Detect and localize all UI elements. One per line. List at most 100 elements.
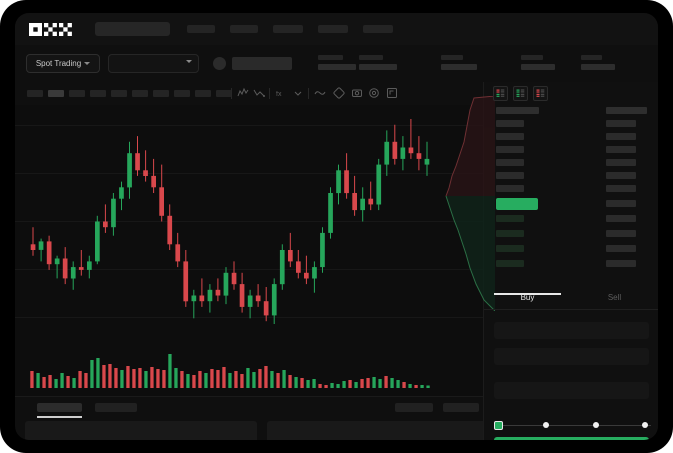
- timeframe-button-7[interactable]: [153, 90, 169, 97]
- timeframe-button-8[interactable]: [174, 90, 190, 97]
- slider-handle[interactable]: [494, 421, 503, 430]
- nav-item-2[interactable]: [230, 25, 258, 33]
- orders-tab-2[interactable]: [95, 403, 137, 412]
- volume-chart: [15, 338, 483, 396]
- tab-buy[interactable]: Buy: [484, 293, 571, 302]
- slider-step-dot[interactable]: [593, 422, 599, 428]
- nav-item-3[interactable]: [273, 25, 303, 33]
- pair-avatar: [213, 57, 226, 70]
- tab-sell[interactable]: Sell: [571, 293, 658, 302]
- nav-item-4[interactable]: [318, 25, 348, 33]
- orderbook-mode-asks-icon[interactable]: [533, 86, 548, 101]
- timeframe-button-5[interactable]: [111, 90, 127, 97]
- orderbook-ask-row[interactable]: [496, 172, 524, 179]
- candlestick-series: [30, 119, 430, 324]
- orderbook-row-right[interactable]: [606, 230, 636, 237]
- order-form-tabs: Buy Sell: [484, 287, 658, 310]
- orderbook-row-right[interactable]: [606, 146, 636, 153]
- stat-label: [521, 55, 543, 60]
- fullscreen-icon[interactable]: [386, 87, 398, 99]
- orders-tab-1[interactable]: [37, 403, 82, 412]
- order-amount-slider[interactable]: [494, 421, 651, 430]
- chart-toolbar: fx: [15, 82, 483, 106]
- orderbook-row-right[interactable]: [606, 133, 636, 140]
- timeframe-button-9[interactable]: [195, 90, 211, 97]
- grid-line: [15, 125, 483, 126]
- orderbook-bid-row[interactable]: [496, 245, 524, 252]
- trading-mode-selector[interactable]: Spot Trading: [26, 54, 100, 73]
- orderbook-row-right[interactable]: [606, 185, 636, 192]
- orderbook-bid-row[interactable]: [496, 215, 524, 222]
- stat-label: [318, 55, 343, 60]
- okx-logo[interactable]: [29, 23, 73, 36]
- orderbook-bid-row[interactable]: [496, 260, 524, 267]
- orderbook-row-right[interactable]: [606, 172, 636, 179]
- top-navigation-bar: [15, 13, 658, 45]
- orderbook-ask-row[interactable]: [496, 133, 524, 140]
- orderbook-panel: Buy Sell: [445, 82, 658, 440]
- slider-step-dot[interactable]: [543, 422, 549, 428]
- nav-item-5[interactable]: [363, 25, 393, 33]
- order-amount-field[interactable]: [494, 348, 649, 365]
- orderbook-bid-row[interactable]: [496, 230, 524, 237]
- indicator-icon[interactable]: fx: [274, 87, 286, 99]
- timeframe-button-2[interactable]: [48, 90, 64, 97]
- active-tab-indicator: [494, 293, 561, 295]
- toolbar-divider: [269, 88, 270, 99]
- timeframe-button-10[interactable]: [216, 90, 232, 97]
- orderbook-row-right[interactable]: [606, 215, 636, 222]
- submit-order-button[interactable]: [494, 437, 649, 440]
- price-chart[interactable]: [15, 105, 483, 338]
- orderbook-row-right[interactable]: [606, 260, 636, 267]
- orders-action-2[interactable]: [443, 403, 479, 412]
- stat-value: [441, 64, 477, 70]
- orderbook-row-right[interactable]: [606, 159, 636, 166]
- orderbook-col-header-left: [496, 107, 539, 114]
- orderbook-row-right[interactable]: [606, 245, 636, 252]
- orderbook-ask-row[interactable]: [496, 120, 524, 127]
- orderbook-ask-row[interactable]: [496, 146, 524, 153]
- wave-icon[interactable]: [314, 87, 326, 99]
- slider-step-dot[interactable]: [642, 422, 648, 428]
- orders-card-2[interactable]: [267, 421, 493, 440]
- slider-rail: [498, 425, 651, 426]
- line-chart-icon[interactable]: [237, 87, 249, 99]
- orderbook-ask-row[interactable]: [496, 185, 524, 192]
- chevron-down-icon[interactable]: [292, 87, 304, 99]
- timeframe-button-6[interactable]: [132, 90, 148, 97]
- orderbook-ask-row[interactable]: [496, 159, 524, 166]
- camera-icon[interactable]: [351, 87, 363, 99]
- orders-card-1[interactable]: [25, 421, 257, 440]
- nav-item-1[interactable]: [187, 25, 215, 33]
- toolbar-divider: [308, 88, 309, 99]
- stat-value: [581, 64, 615, 70]
- orderbook-row-right[interactable]: [606, 200, 636, 207]
- market-stat-2: [359, 55, 397, 70]
- orders-action-1[interactable]: [395, 403, 433, 412]
- stat-label: [441, 55, 463, 60]
- svg-text:fx: fx: [276, 91, 282, 98]
- market-stat-4: [521, 55, 555, 70]
- stat-label: [359, 55, 383, 60]
- timeframe-button-4[interactable]: [90, 90, 106, 97]
- global-search-input[interactable]: [95, 22, 170, 36]
- timeframe-button-1[interactable]: [27, 90, 43, 97]
- orderbook-col-header-right: [606, 107, 647, 114]
- market-stat-5: [581, 55, 615, 70]
- order-price-field[interactable]: [494, 322, 649, 339]
- pair-name-label: [232, 57, 292, 70]
- order-total-field[interactable]: [494, 382, 649, 399]
- settings-icon[interactable]: [368, 87, 380, 99]
- candlestick-icon[interactable]: [253, 87, 265, 99]
- orderbook-last-price[interactable]: [496, 198, 538, 210]
- stat-value: [318, 64, 356, 70]
- orderbook-mode-group: [493, 86, 548, 101]
- trading-pair-selector[interactable]: [108, 54, 199, 73]
- depth-chart: [445, 96, 495, 311]
- orderbook-row-right[interactable]: [606, 120, 636, 127]
- timeframe-button-3[interactable]: [69, 90, 85, 97]
- ruler-icon[interactable]: [333, 87, 345, 99]
- orderbook-mode-bids-icon[interactable]: [513, 86, 528, 101]
- orderbook-mode-both-icon[interactable]: [493, 86, 508, 101]
